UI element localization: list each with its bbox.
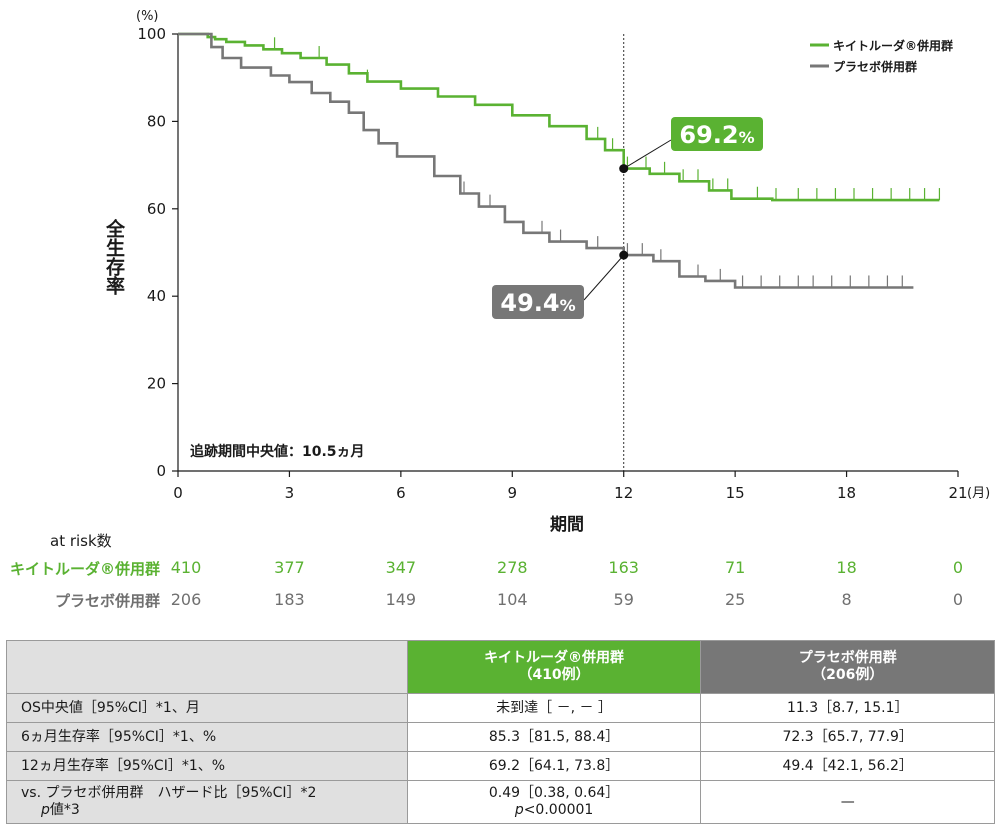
callout-box-placebo [492,285,584,319]
y-tick-label: 80 [147,112,166,130]
legend-label-keytruda: キイトルーダ®併用群 [833,38,953,53]
x-tick-label: 9 [508,484,518,502]
p-italic: p [514,802,524,818]
y-tick-label: 60 [147,200,166,218]
row-value-keytruda: 69.2［64.1, 73.8］ [406,751,702,781]
at-risk-value: 0 [952,590,964,609]
x-tick-label: 12 [614,484,633,502]
at-risk-value: 410 [170,558,202,577]
callout-unit-placebo: % [560,296,576,315]
at-risk-value: 8 [841,590,852,609]
at-risk-value: 377 [274,558,305,577]
row-label-line1: vs. プラセボ併用群 ハザード比［95%CI］*2 [21,785,317,801]
x-axis-title: 期間 [550,515,584,535]
y-tick-label: 20 [147,375,166,393]
row-value-placebo: 11.3［8.7, 15.1］ [700,693,995,723]
x-tick-label: 3 [285,484,295,502]
p-value-rest: <0.00001 [523,802,594,818]
header-placebo: プラセボ併用群 （206例） [700,640,995,694]
row-value-keytruda: 0.49［0.38, 0.64］ p<0.00001 [406,780,702,824]
x-tick-label: 15 [726,484,745,502]
table-row: vs. プラセボ併用群 ハザード比［95%CI］*2 p値*3 0.49［0.3… [6,780,995,824]
x-axis-unit: (月) [967,486,990,501]
at-risk-row-placebo: プラセボ併用群 206 183 149 104 59 25 8 0 [0,590,1000,612]
x-ticks: 0 3 6 9 12 15 18 21 [173,471,968,502]
y-tick-label: 100 [137,25,166,43]
header-placebo-line1: プラセボ併用群 [798,650,897,666]
p-label-rest: 値*3 [49,802,80,818]
at-risk-value: 278 [497,558,528,577]
callout-box-keytruda [671,117,763,151]
x-tick-label: 6 [396,484,406,502]
at-risk-value: 149 [385,590,417,609]
at-risk-value: 18 [836,558,857,577]
row-label: 6ヵ月生存率［95%CI］*1、% [6,722,408,752]
at-risk-label: プラセボ併用群 [54,592,160,610]
row-value-placebo: 49.4［42.1, 56.2］ [700,751,995,781]
row-value-placebo: 72.3［65.7, 77.9］ [700,722,995,752]
at-risk-value: 25 [724,590,746,609]
table-row: 12ヵ月生存率［95%CI］*1、% 69.2［64.1, 73.8］ 49.4… [6,751,995,781]
at-risk-value: 104 [497,590,528,609]
followup-annotation: 追跡期間中央値：10.5ヵ月 [190,443,365,460]
header-blank-cell [6,640,408,694]
survival-curve-placebo [178,32,914,289]
callout-unit-keytruda: % [739,128,755,147]
callout-leader-placebo [583,254,625,301]
row-label: 12ヵ月生存率［95%CI］*1、% [6,751,408,781]
y-tick-label: 40 [147,287,166,305]
callout-label-keytruda: 69.2% [679,121,754,149]
y-ticks: 0 20 40 60 80 100 [137,25,178,480]
callout-point-keytruda [619,164,629,174]
at-risk-value: 163 [608,558,639,577]
p-italic: p [41,802,50,818]
x-tick-label: 21 [948,484,967,502]
header-keytruda: キイトルーダ®併用群 （410例） [406,640,702,694]
at-risk-value: 206 [170,590,202,609]
y-axis-title-text: 全生存率 [103,218,126,296]
chart-axes [177,34,958,472]
callout-label-placebo: 49.4% [500,289,575,317]
survival-curve-keytruda [178,32,940,202]
summary-header-row: キイトルーダ®併用群 （410例） プラセボ併用群 （206例） [6,640,995,694]
x-tick-label: 18 [837,484,856,502]
legend: キイトルーダ®併用群 プラセボ併用群 [810,38,953,74]
at-risk-value: 0 [952,558,964,577]
legend-label-placebo: プラセボ併用群 [833,59,917,74]
row-value-keytruda: 未到達［ －, － ］ [406,693,702,723]
summary-table: キイトルーダ®併用群 （410例） プラセボ併用群 （206例） OS中央値［9… [6,640,995,824]
at-risk-value: 347 [385,558,417,577]
p-value: p<0.00001 [414,802,695,819]
callout-leader-keytruda [623,139,672,170]
row-label: vs. プラセボ併用群 ハザード比［95%CI］*2 p値*3 [6,780,408,824]
callout-value-keytruda: 69.2 [679,121,738,149]
y-unit-label: (%) [136,9,159,24]
survival-curves [178,32,940,289]
header-keytruda-line1: キイトルーダ®併用群 [484,650,625,666]
row-value-placebo: — [700,780,995,824]
row-value-keytruda: 85.3［81.5, 88.4］ [406,722,702,752]
at-risk-title: at risk数 [50,532,112,550]
row-label: OS中央値［95%CI］*1、月 [6,693,408,723]
at-risk-value: 71 [724,558,746,577]
hazard-ratio-value: 0.49［0.38, 0.64］ [488,785,620,801]
table-row: 6ヵ月生存率［95%CI］*1、% 85.3［81.5, 88.4］ 72.3［… [6,722,995,752]
row-label-line2: p値*3 [21,802,401,819]
header-placebo-line2: （206例） [812,667,884,683]
value-callouts: 69.2%49.4% [492,117,763,319]
callout-value-placebo: 49.4 [500,289,559,317]
y-axis-title: 全生存率 [103,218,126,296]
header-keytruda-line2: （410例） [518,667,590,683]
at-risk-value: 59 [613,590,634,609]
at-risk-value: 183 [274,590,305,609]
callout-point-placebo [619,250,629,260]
censor-marks [273,37,941,288]
x-tick-label: 0 [173,484,183,502]
at-risk-label: キイトルーダ®併用群 [9,560,160,578]
table-row: OS中央値［95%CI］*1、月 未到達［ －, － ］ 11.3［8.7, 1… [6,693,995,723]
at-risk-row-keytruda: キイトルーダ®併用群 410 377 347 278 163 71 18 0 [0,558,1000,580]
y-tick-label: 0 [156,462,166,480]
